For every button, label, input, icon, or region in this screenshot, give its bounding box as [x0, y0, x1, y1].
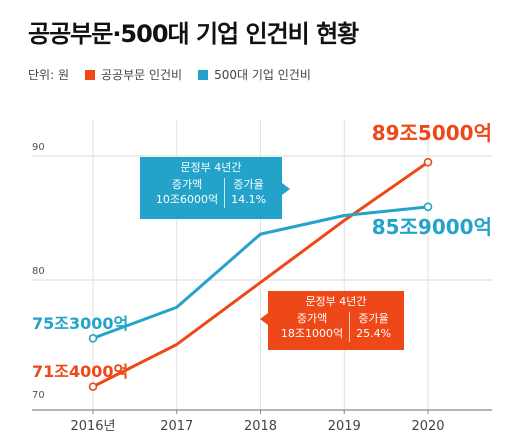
x-tick-label-1: 2017 [160, 419, 193, 434]
y-axis-ticks: 70 80 90 [32, 142, 45, 401]
callout-public-rate-title: 증가율 [358, 311, 389, 325]
legend: 단위: 원 공공부문 인건비 500대 기업 인건비 [28, 66, 327, 83]
value-labels: 71조4000억 89조5000억 75조3000억 85조9000억 [32, 121, 492, 381]
callout-public: 문정부 4년간 증가액 18조1000억 증가율 25.4% [260, 291, 404, 350]
legend-label-public: 공공부문 인건비 [100, 68, 183, 82]
series-1-start-label: 75조3000억 [32, 314, 128, 333]
callout-corporate-amount-title: 증가액 [171, 177, 203, 191]
x-tick-label-3: 2019 [328, 419, 361, 434]
x-axis: 2016년 2017 2018 2019 2020 [32, 409, 492, 434]
callout-corporate: 문정부 4년간 증가액 10조6000억 증가율 14.1% [140, 157, 290, 219]
y-tick-label-80: 80 [32, 266, 45, 277]
series-0-start-label: 71조4000억 [32, 362, 128, 381]
legend-item-public: 공공부문 인건비 [84, 66, 183, 83]
x-tick-label-0: 2016년 [70, 419, 115, 434]
x-tick-label-4: 2020 [411, 419, 444, 434]
callout-corporate-heading: 문정부 4년간 [180, 161, 242, 174]
callout-corporate-rate: 증가율 14.1% [224, 177, 272, 208]
callout-corporate-rate-title: 증가율 [233, 177, 264, 191]
callout-corporate-amount-value: 10조6000억 [155, 192, 219, 206]
legend-item-corporate: 500대 기업 인건비 [198, 66, 311, 83]
series-1-point-0 [88, 333, 98, 343]
callout-public-amount-title: 증가액 [296, 311, 328, 325]
legend-swatch-corporate [198, 69, 209, 80]
chart-title: 공공부문·500대 기업 인건비 현황 [28, 20, 359, 48]
legend-swatch-public [84, 69, 95, 80]
callout-public-amount: 증가액 18조1000억 [275, 312, 349, 342]
series-1-end-label: 85조9000억 [372, 215, 492, 239]
callout-public-heading: 문정부 4년간 [305, 295, 367, 308]
callout-public-rate: 증가율 25.4% [349, 311, 397, 342]
series-0-end-label: 89조5000억 [372, 121, 492, 145]
series-0-point-4 [423, 157, 433, 167]
series-line-0 [91, 160, 430, 389]
y-tick-label-70: 70 [32, 390, 45, 401]
x-tick-label-2: 2018 [244, 419, 277, 434]
callout-corporate-rate-value: 14.1% [231, 192, 267, 206]
callout-corporate-amount: 증가액 10조6000억 [150, 178, 224, 208]
series-1-point-4 [423, 202, 433, 212]
series-0-point-0 [88, 382, 98, 391]
series-lines [88, 157, 433, 391]
y-tick-label-90: 90 [32, 142, 45, 153]
callout-public-amount-value: 18조1000억 [280, 326, 344, 340]
legend-label-corporate: 500대 기업 인건비 [214, 68, 311, 82]
unit-label: 단위: 원 [28, 68, 69, 82]
callout-public-rate-value: 25.4% [356, 326, 392, 340]
series-line-1 [91, 205, 430, 340]
